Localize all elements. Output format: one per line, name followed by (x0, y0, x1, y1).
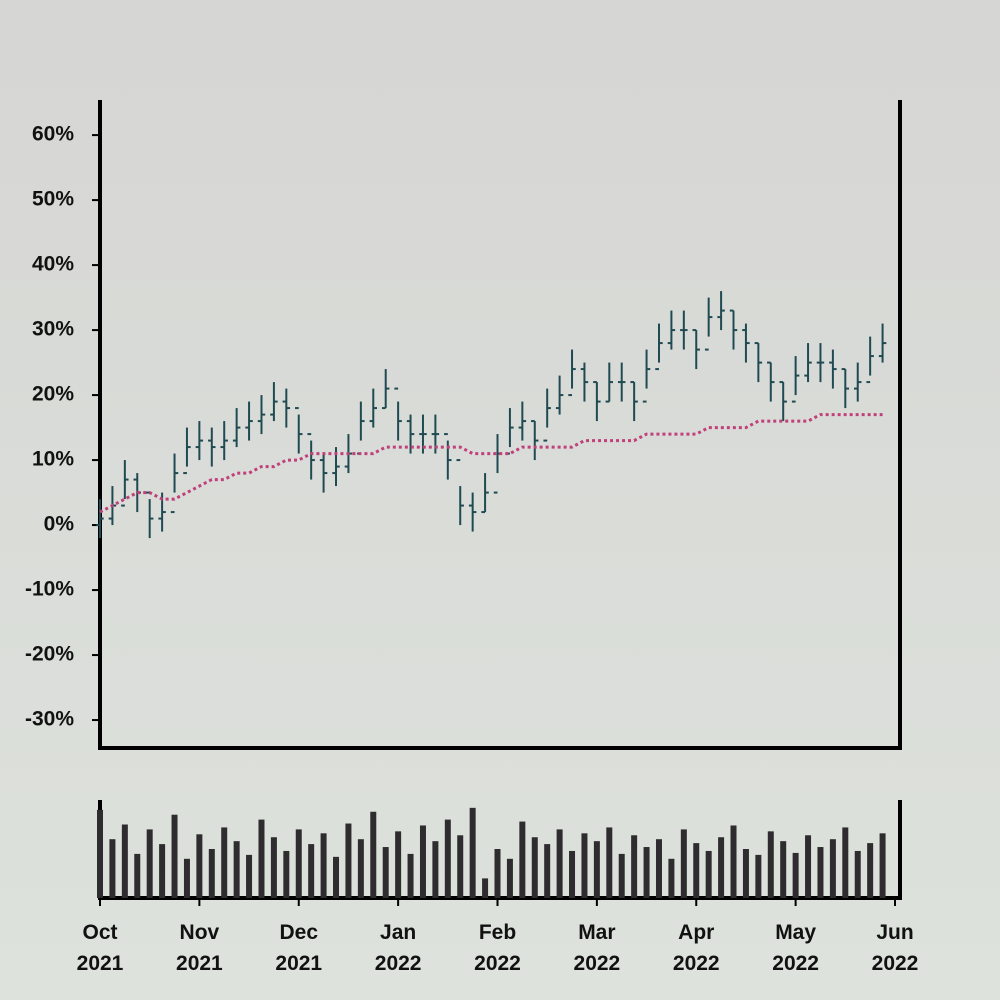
y-tick-label: 0% (44, 513, 75, 536)
y-tick-label: 50% (32, 188, 74, 211)
volume-bar (357, 839, 364, 898)
volume-bar (382, 847, 389, 898)
x-tick-label: Oct 2021 (76, 921, 124, 975)
volume-bar (742, 849, 749, 898)
volume-bar (482, 878, 489, 898)
y-tick-label: 20% (32, 383, 74, 406)
volume-bar (308, 844, 315, 898)
volume-bar (121, 824, 128, 898)
volume-bar (469, 807, 476, 898)
volume-bar (817, 847, 824, 898)
volume-bar (767, 831, 774, 898)
volume-bar (829, 839, 836, 898)
y-tick-label: 10% (32, 448, 74, 471)
x-tick-label: Nov 2021 (176, 921, 223, 975)
y-tick-label: 60% (32, 123, 74, 146)
volume-bar (196, 834, 203, 898)
volume-bar (842, 827, 849, 898)
y-tick-label: -30% (25, 708, 74, 731)
volume-bar (519, 821, 526, 898)
volume-bar (718, 837, 725, 898)
volume-bar (171, 814, 178, 898)
volume-bar (805, 835, 812, 898)
volume-bar (867, 843, 874, 898)
volume-bar (183, 858, 190, 898)
y-tick-label: 30% (32, 318, 74, 341)
volume-bar (208, 849, 215, 898)
volume-bar (705, 850, 712, 898)
volume-bar (395, 831, 402, 898)
x-tick-label: Feb 2022 (474, 921, 521, 975)
volume-bar (643, 847, 650, 898)
volume-bar (246, 854, 253, 898)
volume-bar (668, 858, 675, 898)
x-tick-label: May 2022 (772, 921, 819, 975)
volume-bar (755, 854, 762, 898)
volume-bar (320, 833, 327, 898)
volume-bar (109, 839, 116, 898)
volume-bar (792, 852, 799, 898)
x-tick-label: Dec 2021 (275, 921, 323, 975)
volume-bar (730, 825, 737, 898)
volume-bar (283, 850, 290, 898)
volume-bar (159, 844, 166, 898)
x-tick-label: Mar 2022 (573, 921, 621, 975)
volume-bar (494, 849, 501, 898)
volume-bar (233, 841, 240, 898)
volume-bar (531, 837, 538, 898)
moving-average (99, 413, 883, 514)
volume-bar (370, 811, 377, 898)
volume-bar (618, 853, 625, 898)
volume-bar (693, 843, 700, 898)
volume-bar (295, 829, 302, 898)
volume-bar (569, 850, 576, 898)
y-tick-label: -20% (25, 643, 74, 666)
volume-bar (345, 823, 352, 898)
volume-bar (854, 850, 861, 898)
volume-bar (879, 833, 886, 898)
volume-bar (606, 827, 613, 898)
volume-bar (333, 856, 340, 898)
volume-bar (780, 841, 787, 898)
volume-bar (258, 819, 265, 898)
volume-bar (506, 858, 513, 898)
volume-bar (146, 829, 153, 898)
y-tick-label: -10% (25, 578, 74, 601)
volume-bar (655, 839, 662, 898)
volume-bar (419, 825, 426, 898)
volume-bar (97, 809, 103, 898)
volume-bar (544, 844, 551, 898)
volume-bar (631, 835, 638, 898)
x-tick-label: Apr 2022 (672, 921, 720, 975)
axes (98, 100, 902, 900)
x-tick-label: Jun 2022 (871, 921, 919, 975)
volume-bar (134, 853, 141, 898)
x-tick-label: Jan 2022 (374, 921, 422, 975)
volume-bar (457, 835, 464, 898)
volume-bar (444, 819, 451, 898)
volume-bar (221, 827, 228, 898)
volume-bar (680, 829, 687, 898)
y-tick-label: 40% (32, 253, 74, 276)
volume-bar (407, 853, 414, 898)
volume-bar (556, 829, 563, 898)
volume-bar (581, 833, 588, 898)
volume-bar (270, 837, 277, 898)
volume-bar (593, 841, 600, 898)
volume-bar (432, 841, 439, 898)
